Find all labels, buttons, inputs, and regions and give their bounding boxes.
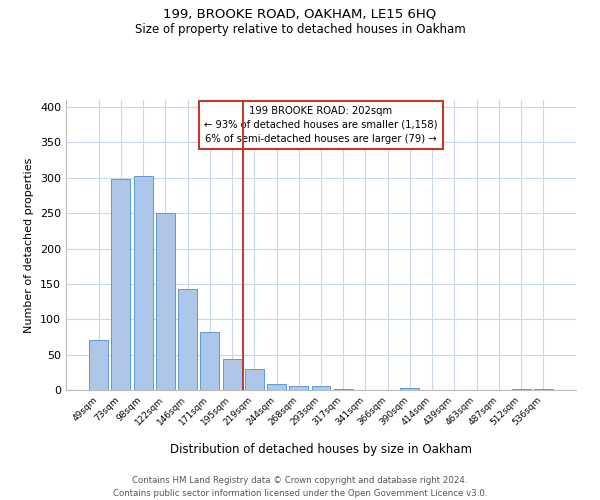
Text: 199, BROOKE ROAD, OAKHAM, LE15 6HQ: 199, BROOKE ROAD, OAKHAM, LE15 6HQ [163,8,437,20]
Bar [267,384,286,390]
Bar [134,176,152,390]
Text: Contains HM Land Registry data © Crown copyright and database right 2024.
Contai: Contains HM Land Registry data © Crown c… [113,476,487,498]
Bar [223,359,242,390]
Bar [178,289,197,390]
Text: Distribution of detached houses by size in Oakham: Distribution of detached houses by size … [170,442,472,456]
Bar [156,213,175,390]
Bar [245,369,264,390]
Bar [200,332,219,390]
Bar [89,340,108,390]
Bar [512,388,530,390]
Text: 199 BROOKE ROAD: 202sqm
← 93% of detached houses are smaller (1,158)
6% of semi-: 199 BROOKE ROAD: 202sqm ← 93% of detache… [204,106,438,144]
Bar [112,179,130,390]
Text: Size of property relative to detached houses in Oakham: Size of property relative to detached ho… [134,22,466,36]
Bar [400,388,419,390]
Y-axis label: Number of detached properties: Number of detached properties [25,158,34,332]
Bar [289,386,308,390]
Bar [311,386,331,390]
Bar [534,388,553,390]
Bar [334,388,353,390]
